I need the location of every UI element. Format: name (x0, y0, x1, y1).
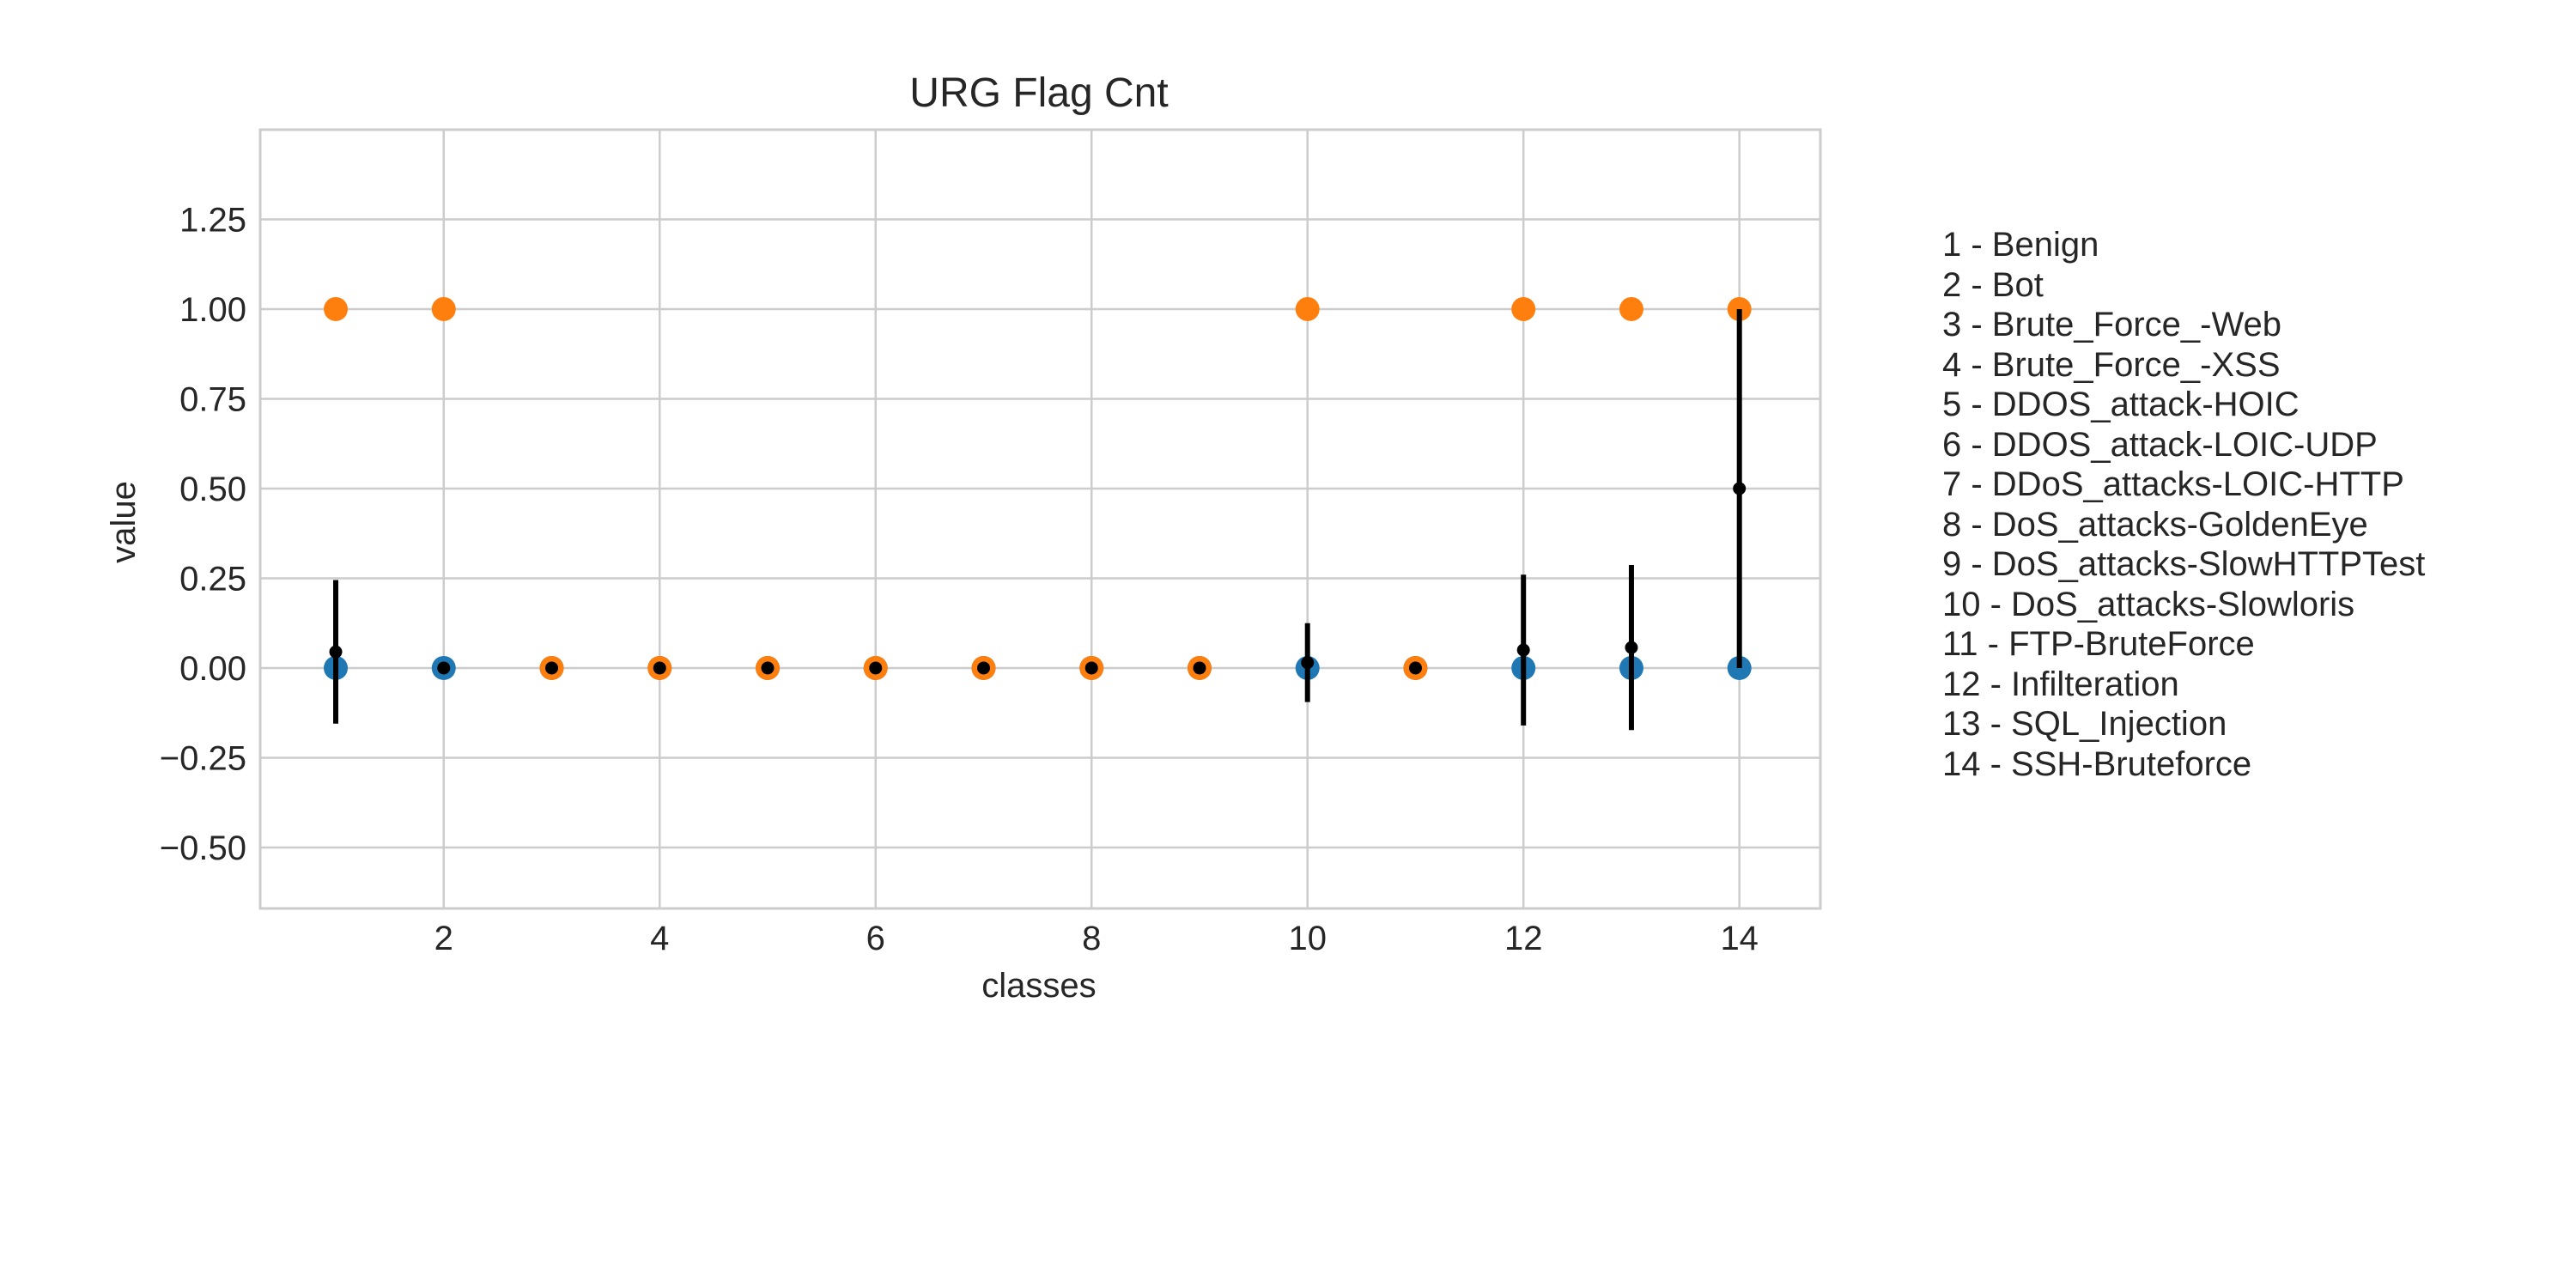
max-point (324, 296, 349, 321)
x-tick-label: 12 (1504, 920, 1543, 957)
legend-entry: 3 - Brute_Force_-Web (1942, 306, 2281, 343)
mean-point (761, 661, 775, 675)
y-tick-label: −0.50 (160, 829, 246, 867)
x-tick-label: 8 (1082, 920, 1101, 957)
legend-entry: 14 - SSH-Bruteforce (1942, 744, 2252, 783)
x-tick-label: 14 (1720, 920, 1759, 957)
max-point (1295, 296, 1320, 321)
mean-point (437, 661, 451, 675)
mean-point (653, 661, 666, 675)
legend-entry: 4 - Brute_Force_-XSS (1942, 345, 2281, 384)
legend-entry: 11 - FTP-BruteForce (1942, 625, 2255, 663)
legend-entry: 1 - Benign (1942, 226, 2099, 264)
plot-frame (258, 128, 1822, 910)
legend-entry: 12 - Infilteration (1942, 665, 2179, 703)
grid (260, 130, 1820, 908)
y-axis-title: value (105, 481, 143, 563)
x-tick-label: 4 (650, 920, 669, 957)
y-tick-label: 0.25 (179, 560, 246, 598)
legend-entry: 13 - SQL_Injection (1942, 705, 2227, 743)
mean-point (869, 661, 883, 675)
max-point (1511, 296, 1536, 321)
max-point (1619, 296, 1643, 321)
mean-point (1301, 656, 1315, 670)
mean-point (1516, 643, 1530, 657)
y-tick-label: 1.00 (179, 291, 246, 329)
x-axis-title: classes (981, 967, 1096, 1005)
mean-point (1625, 641, 1638, 654)
mean-point (545, 661, 559, 675)
chart-title: URG Flag Cnt (909, 70, 1168, 116)
mean-point (1408, 661, 1422, 675)
mean-point (1733, 482, 1747, 495)
x-tick-label: 6 (866, 920, 885, 957)
mean-point (329, 645, 343, 659)
class-legend: 1 - Benign 2 - Bot 3 - Brute_Force_-Web … (1942, 225, 2425, 784)
data-marks (324, 296, 1752, 731)
x-tick-label: 2 (434, 920, 453, 957)
max-point (431, 296, 456, 321)
tick-labels: 2 4 6 8 10 12 14 −0.50 −0.25 0.00 0.25 0.50 0.75 1.00… (160, 201, 1759, 957)
y-tick-label: 0.50 (179, 471, 246, 508)
y-tick-label: 0.00 (179, 650, 246, 688)
mean-point (1193, 661, 1206, 675)
y-tick-label: 1.25 (179, 201, 246, 239)
y-tick-label: 0.75 (179, 380, 246, 418)
legend-entry: 6 - DDOS_attack-LOIC-UDP (1942, 425, 2378, 464)
y-tick-label: −0.25 (160, 739, 246, 777)
legend-entry: 8 - DoS_attacks-GoldenEye (1942, 505, 2368, 544)
legend-entry: 2 - Bot (1942, 265, 2044, 304)
legend-entry: 9 - DoS_attacks-SlowHTTPTest (1942, 545, 2426, 583)
legend-entry: 10 - DoS_attacks-Slowloris (1942, 585, 2355, 623)
legend-entry: 5 - DDOS_attack-HOIC (1942, 386, 2300, 423)
x-tick-label: 10 (1288, 920, 1327, 957)
mean-point (1084, 661, 1098, 675)
mean-point (976, 661, 990, 675)
legend-entry: 7 - DDoS_attacks-LOIC-HTTP (1942, 465, 2404, 503)
